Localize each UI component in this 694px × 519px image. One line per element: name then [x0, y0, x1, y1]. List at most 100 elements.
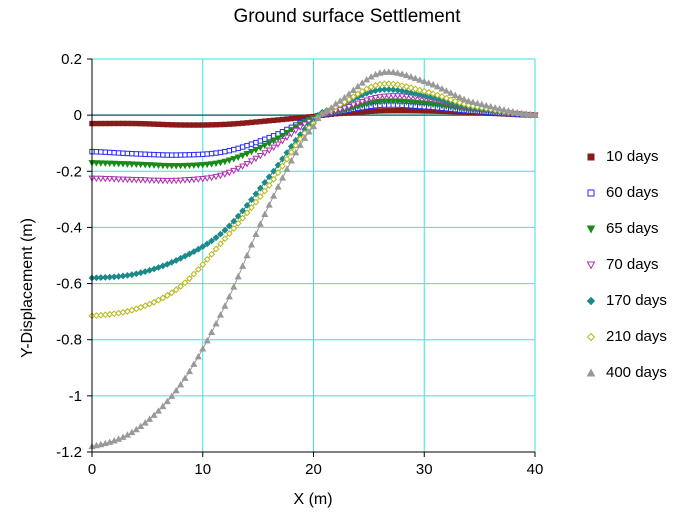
data-point — [381, 108, 388, 114]
data-point — [154, 162, 162, 170]
data-point — [217, 240, 224, 248]
data-point — [389, 68, 397, 76]
data-point — [190, 176, 198, 184]
data-point — [358, 87, 366, 95]
data-point — [172, 386, 180, 394]
data-point — [261, 179, 269, 186]
data-point — [372, 108, 379, 114]
x-tick-label: 20 — [305, 461, 322, 478]
data-point — [389, 86, 397, 94]
data-point — [234, 212, 242, 220]
data-point — [417, 108, 423, 114]
data-point — [283, 155, 291, 163]
data-point — [256, 153, 264, 160]
data-point — [270, 175, 278, 183]
data-point — [284, 116, 290, 122]
data-point — [225, 292, 233, 300]
data-point — [438, 93, 446, 101]
data-point — [199, 261, 207, 268]
data-point — [394, 81, 402, 89]
data-point — [128, 176, 136, 184]
data-point — [518, 109, 526, 117]
data-point — [181, 252, 189, 260]
data-point — [168, 289, 176, 297]
data-point — [225, 222, 233, 230]
data-point — [235, 145, 241, 152]
data-point — [354, 82, 362, 90]
data-point — [181, 374, 189, 381]
data-point — [465, 97, 473, 104]
legend-label: 10 days — [606, 148, 659, 165]
data-point — [150, 162, 158, 169]
x-axis-label: X (m) — [293, 491, 333, 508]
legend-marker-shape — [586, 368, 596, 377]
data-point — [380, 93, 388, 101]
data-point — [169, 152, 175, 158]
data-point — [327, 104, 335, 111]
data-point — [368, 108, 374, 115]
data-point — [248, 196, 255, 204]
data-point — [256, 184, 264, 192]
data-point — [261, 210, 269, 217]
data-point — [230, 283, 238, 290]
data-point — [194, 352, 202, 360]
data-point — [402, 71, 411, 79]
data-point — [487, 102, 495, 110]
legend-marker-icon — [587, 189, 595, 197]
data-point — [500, 106, 508, 113]
data-point — [177, 380, 185, 388]
axes — [87, 58, 536, 457]
data-point — [278, 174, 287, 181]
data-point — [115, 160, 123, 168]
data-point — [142, 151, 148, 157]
data-point — [141, 302, 149, 310]
legend-marker-icon — [586, 368, 596, 377]
x-tick-label: 10 — [194, 461, 211, 478]
data-point — [204, 151, 210, 157]
data-point — [363, 85, 371, 93]
data-point — [296, 124, 304, 131]
data-point — [447, 96, 455, 104]
data-point — [199, 176, 207, 183]
series-layer — [88, 68, 539, 450]
data-point — [182, 152, 188, 158]
data-point — [163, 397, 171, 405]
data-point — [101, 160, 109, 167]
data-point — [164, 121, 171, 128]
data-point — [256, 144, 264, 152]
data-point — [340, 93, 349, 101]
y-tick-label: 0 — [74, 107, 82, 124]
data-point — [212, 160, 220, 168]
data-point — [239, 214, 247, 222]
data-point — [177, 162, 185, 170]
data-point — [141, 161, 149, 169]
data-point — [390, 107, 396, 114]
data-point — [212, 234, 220, 242]
data-point — [150, 298, 158, 306]
data-point — [314, 114, 322, 122]
data-point — [124, 120, 131, 127]
data-point — [491, 104, 499, 111]
data-point — [243, 150, 251, 158]
data-point — [115, 120, 122, 127]
data-point — [244, 120, 250, 126]
data-point — [190, 360, 198, 367]
data-point — [142, 121, 148, 127]
data-point — [128, 161, 136, 168]
data-point — [107, 149, 113, 156]
data-point — [262, 118, 268, 124]
data-point — [163, 292, 171, 299]
data-point — [513, 108, 521, 116]
data-point — [403, 88, 410, 96]
data-point — [163, 260, 171, 268]
data-point — [133, 151, 140, 157]
x-tick-label: 0 — [88, 461, 96, 478]
data-point — [155, 152, 162, 158]
data-point — [398, 87, 406, 95]
data-point — [398, 70, 406, 77]
data-point — [358, 98, 366, 106]
data-point — [217, 149, 224, 156]
data-point — [92, 160, 100, 167]
data-point — [270, 117, 277, 124]
data-point — [97, 160, 105, 167]
